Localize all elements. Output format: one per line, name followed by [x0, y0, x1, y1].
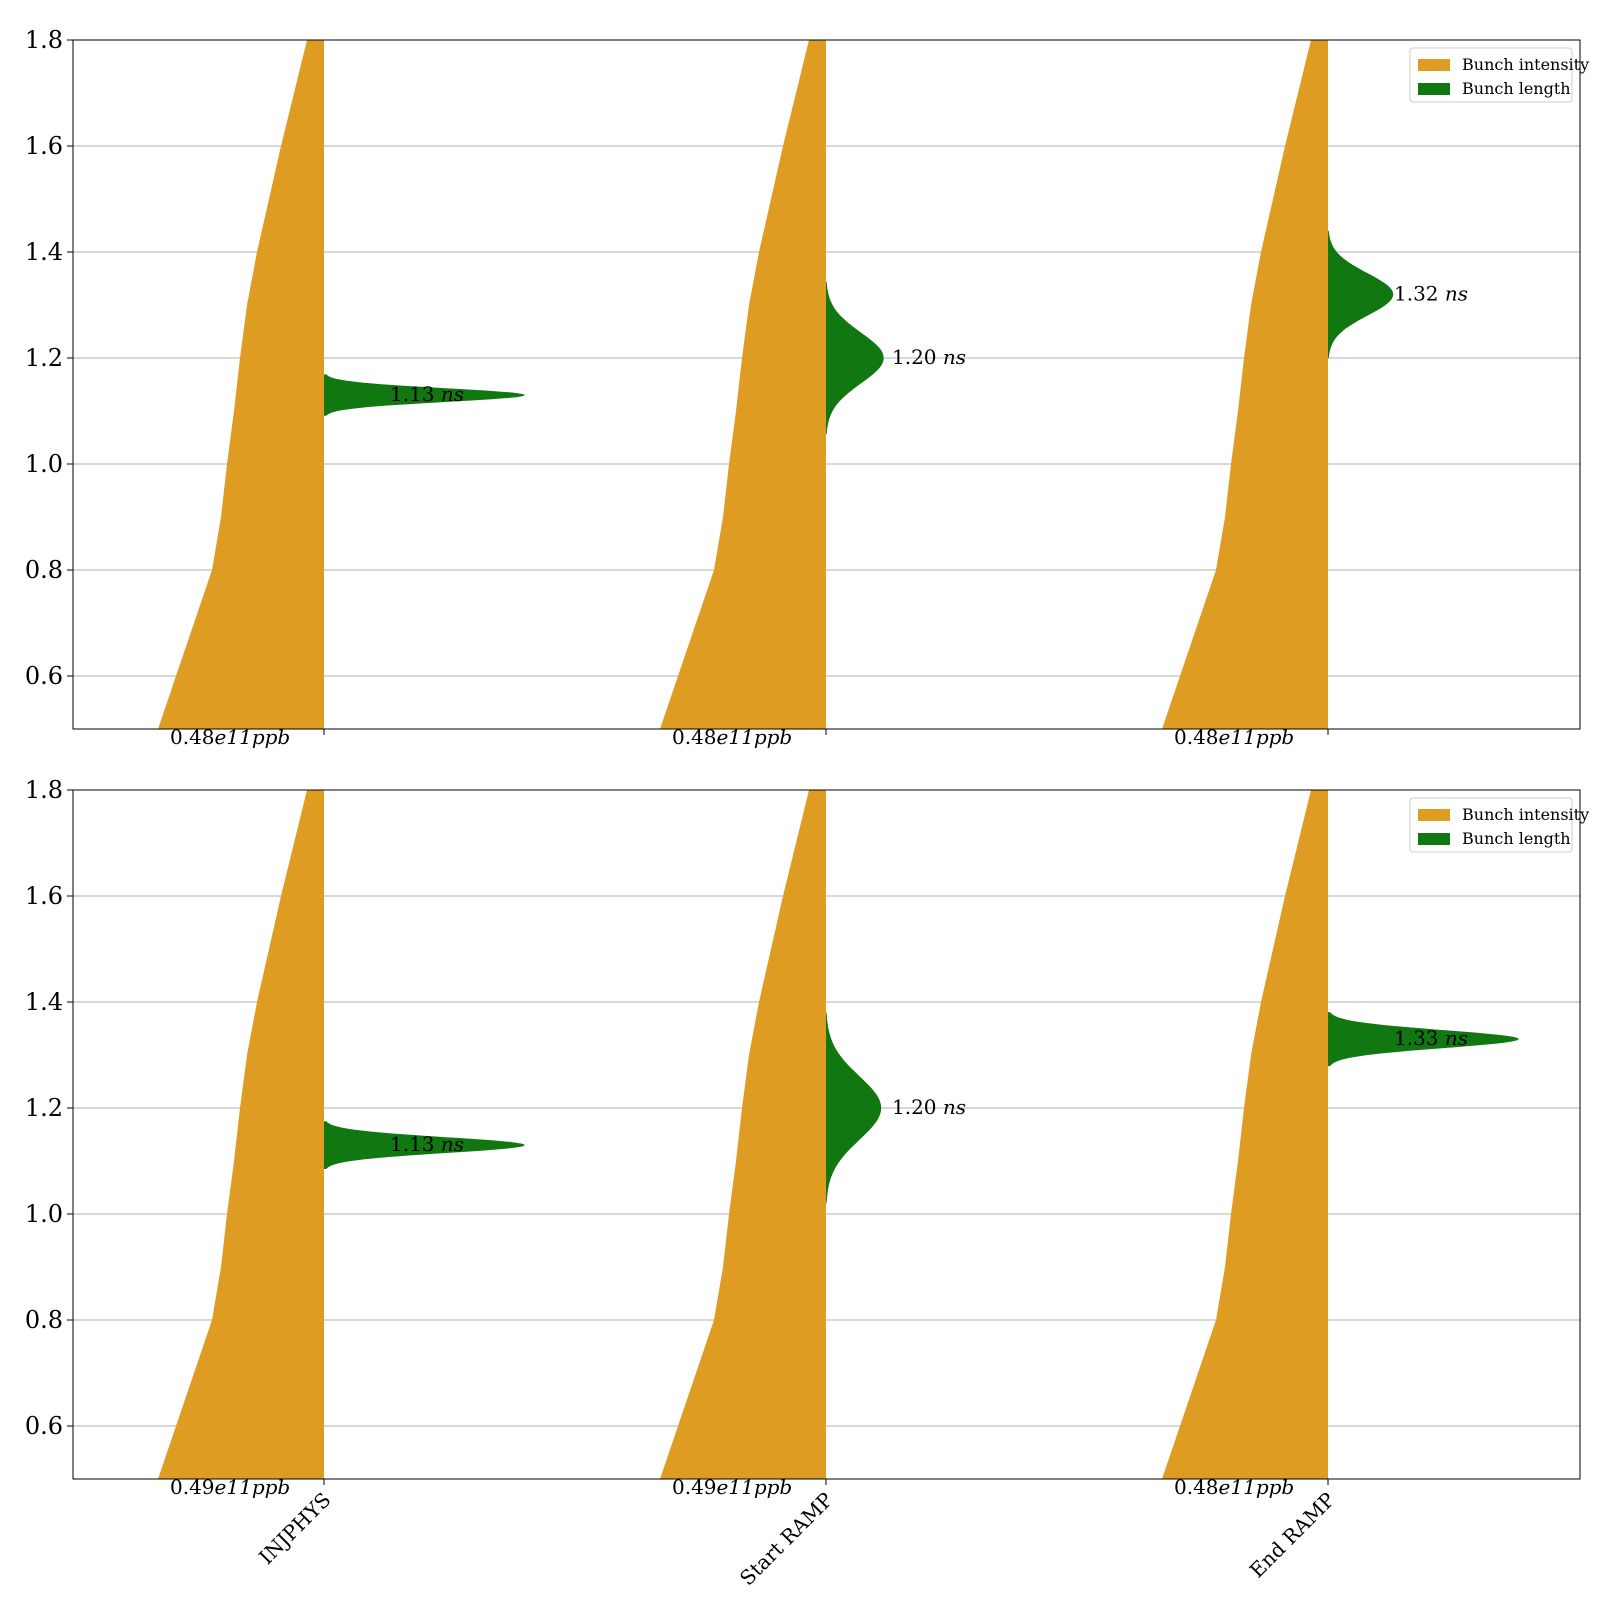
plot-area	[158, 790, 1519, 1479]
legend: Bunch intensity Bunch length	[1409, 797, 1589, 853]
length-value: 1.33	[1394, 1026, 1445, 1050]
y-tick-label: 1.4	[25, 988, 63, 1016]
length-label: 1.33 ns	[1394, 1026, 1468, 1050]
y-tick-label: 0.6	[25, 1412, 63, 1440]
legend-swatch	[1418, 59, 1450, 71]
intensity-violin	[1162, 790, 1328, 1479]
legend-swatch	[1418, 833, 1450, 845]
legend-label: Bunch length	[1462, 829, 1571, 848]
y-tick-label: 1.8	[25, 776, 63, 804]
y-tick-label: 1.0	[25, 450, 63, 478]
length-unit: ns	[1445, 1026, 1468, 1050]
length-value: 1.32	[1394, 281, 1445, 305]
legend-label: Bunch length	[1462, 79, 1571, 98]
length-label: 1.32 ns	[1394, 281, 1468, 305]
length-violin	[324, 374, 525, 416]
axes-frame	[72, 789, 1581, 1480]
length-value: 1.13	[390, 382, 441, 406]
y-tick-label: 1.6	[25, 882, 63, 910]
y-tick-label: 1.2	[25, 344, 63, 372]
y-tick-label: 1.0	[25, 1200, 63, 1228]
x-tick-label: End RAMP	[1245, 1488, 1340, 1583]
length-value: 1.20	[892, 1095, 943, 1119]
length-violin	[1328, 230, 1394, 358]
intensity-violin	[660, 790, 826, 1479]
legend-swatch	[1418, 83, 1450, 95]
axes-frame	[72, 39, 1581, 730]
length-unit: ns	[441, 382, 464, 406]
intensity-violin	[158, 790, 324, 1479]
length-value: 1.20	[892, 345, 943, 369]
length-violin	[1328, 1012, 1519, 1067]
length-unit: ns	[1445, 281, 1468, 305]
length-violin	[826, 1012, 882, 1204]
length-unit: ns	[441, 1132, 464, 1156]
chart-panel-1: 0.60.81.01.21.41.61.81.13 ns0.48e11ppb1.…	[25, 26, 1589, 749]
intensity-violin	[1162, 40, 1328, 729]
y-tick-label: 1.6	[25, 132, 63, 160]
length-value: 1.13	[390, 1132, 441, 1156]
chart-panel-2: 0.60.81.01.21.41.61.81.13 ns0.49e11ppbIN…	[25, 776, 1589, 1590]
intensity-violin	[660, 40, 826, 729]
length-label: 1.13 ns	[390, 382, 464, 406]
legend-swatch	[1418, 809, 1450, 821]
length-label: 1.13 ns	[390, 1132, 464, 1156]
x-tick-label: INJPHYS	[254, 1488, 335, 1569]
y-tick-label: 0.8	[25, 556, 63, 584]
legend-label: Bunch intensity	[1462, 55, 1589, 74]
length-label: 1.20 ns	[892, 345, 966, 369]
legend-box	[1409, 797, 1573, 853]
legend: Bunch intensity Bunch length	[1409, 47, 1589, 103]
plot-area	[158, 40, 1394, 729]
intensity-violin	[158, 40, 324, 729]
y-tick-label: 1.4	[25, 238, 63, 266]
length-label: 1.20 ns	[892, 1095, 966, 1119]
length-violin	[826, 281, 884, 435]
y-tick-label: 0.6	[25, 662, 63, 690]
x-tick-label: Start RAMP	[735, 1488, 838, 1591]
length-unit: ns	[943, 1095, 966, 1119]
length-violin	[324, 1121, 525, 1169]
y-tick-label: 1.8	[25, 26, 63, 54]
length-unit: ns	[943, 345, 966, 369]
y-tick-label: 0.8	[25, 1306, 63, 1334]
legend-box	[1409, 47, 1573, 103]
y-tick-label: 1.2	[25, 1094, 63, 1122]
legend-label: Bunch intensity	[1462, 805, 1589, 824]
